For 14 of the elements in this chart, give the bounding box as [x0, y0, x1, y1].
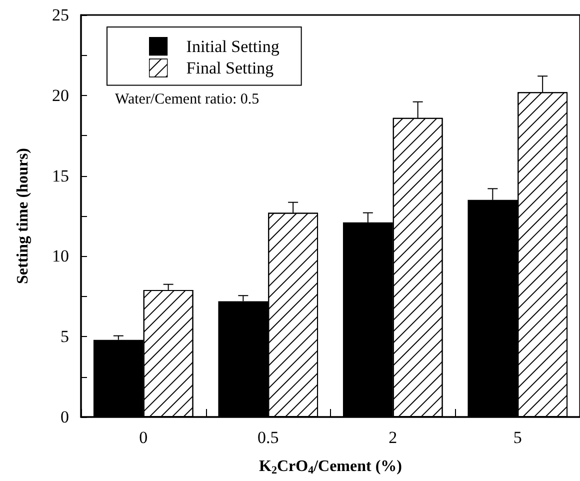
- y-tick-label: 10: [52, 246, 69, 266]
- x-tick-label: 0: [139, 428, 148, 447]
- y-tick-label: 0: [60, 408, 69, 426]
- y-axis-title: Setting time (hours): [14, 148, 32, 284]
- y-tick-label: 20: [52, 86, 69, 105]
- legend-label: Initial Setting: [186, 36, 280, 56]
- y-tick-label: 5: [60, 327, 69, 346]
- legend-label: Final Setting: [186, 58, 274, 78]
- y-tick-label: 15: [52, 166, 69, 186]
- y-tick-label: 25: [52, 6, 69, 24]
- x-tick-label: 5: [513, 428, 522, 447]
- x-tick-label: 0.5: [258, 428, 279, 447]
- annotation: Water/Cement ratio: 0.5: [115, 92, 260, 108]
- x-tick-label: 2: [388, 428, 398, 447]
